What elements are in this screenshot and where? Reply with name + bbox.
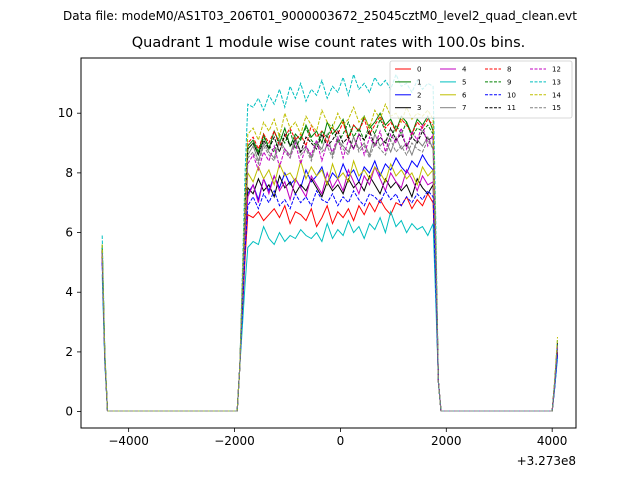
axis-layer: −4000 −2000 0 2000 4000 0 2 4 6 8 10 (58, 106, 568, 448)
legend-label-4: 4 (462, 66, 467, 74)
series-line-6 (101, 159, 558, 412)
legend-label-1: 1 (417, 78, 421, 86)
y-tick-label: 2 (65, 345, 73, 359)
y-tick-label: 8 (65, 166, 73, 180)
legend-label-11: 11 (507, 104, 516, 112)
x-tick-label: 2000 (431, 434, 462, 448)
y-tick-label: 6 (65, 226, 73, 240)
series-line-0 (101, 192, 558, 412)
legend-label-10: 10 (507, 91, 516, 99)
series-layer (101, 72, 558, 412)
axes-frame (80, 57, 577, 429)
legend-label-14: 14 (552, 91, 561, 99)
y-tick-label: 4 (65, 285, 73, 299)
series-line-7 (101, 132, 558, 412)
legend-label-2: 2 (417, 91, 421, 99)
legend-label-7: 7 (462, 104, 466, 112)
x-tick-label: 0 (337, 434, 345, 448)
figure-suptitle: Data file: modeM0/AS1T03_206T01_90000036… (63, 9, 577, 23)
series-line-8 (101, 115, 558, 412)
series-line-9 (101, 117, 558, 412)
series-line-3 (101, 174, 558, 412)
y-tick-label: 0 (65, 405, 73, 419)
legend-label-15: 15 (552, 104, 561, 112)
legend-label-8: 8 (507, 66, 511, 74)
y-tick-label: 10 (58, 106, 73, 120)
legend-label-0: 0 (417, 66, 421, 74)
x-tick-label: −2000 (214, 434, 255, 448)
series-line-4 (101, 165, 558, 412)
series-line-2 (101, 153, 558, 412)
series-line-12 (101, 123, 558, 412)
legend-label-3: 3 (417, 104, 421, 112)
legend-label-5: 5 (462, 78, 466, 86)
series-line-10 (101, 189, 558, 412)
x-tick-label: 4000 (537, 434, 568, 448)
series-line-11 (101, 126, 558, 412)
chart-title: Quadrant 1 module wise count rates with … (131, 35, 526, 51)
series-line-1 (101, 112, 558, 412)
x-tick-label: −4000 (108, 434, 149, 448)
series-line-5 (101, 209, 558, 412)
series-line-15 (101, 135, 558, 412)
legend-box (389, 60, 573, 119)
legend-label-9: 9 (507, 78, 511, 86)
legend-label-13: 13 (552, 78, 561, 86)
legend-label-12: 12 (552, 66, 561, 74)
legend-label-6: 6 (462, 91, 467, 99)
series-line-14 (101, 102, 558, 412)
x-axis-offset-label: +3.273e8 (517, 454, 576, 468)
